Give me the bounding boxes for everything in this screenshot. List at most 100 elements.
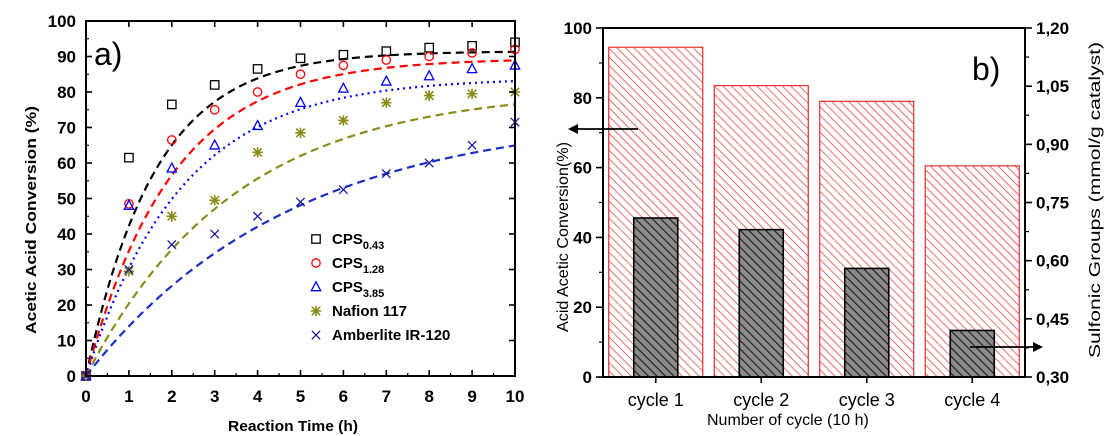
y-tick-label: 10: [57, 332, 76, 351]
data-point: [424, 42, 435, 53]
data-point: [466, 88, 478, 99]
data-point: [294, 96, 307, 107]
data-point: [166, 99, 177, 110]
data-point: [166, 211, 177, 222]
y-tick-labels: 0 10 20 30 40 50 60 70 80 90 100: [48, 12, 76, 386]
legend-marker: [311, 234, 321, 244]
x-tick-label: 6: [339, 387, 348, 406]
fit-curve-1: [84, 59, 516, 377]
data-markers: [80, 37, 521, 382]
x-tick-label: 3: [210, 387, 219, 406]
legend-marker: [310, 305, 322, 317]
axis-ticks: [85, 20, 516, 377]
panel-label-b: b): [972, 51, 1000, 87]
y-tick-label: 40: [573, 228, 592, 247]
y-tick-label: 0: [67, 367, 76, 386]
legend-label: CPS0.43: [332, 231, 384, 252]
x-tick-label: 1: [124, 387, 133, 406]
data-point: [295, 197, 306, 207]
data-point: [295, 69, 306, 80]
data-point: [424, 51, 435, 62]
arrow-left-axis: [568, 124, 638, 134]
panel-a: 0 1 2 3 4 5 6 7 8 9 10 0 10 20 30 40 50 60 70 80 90 100 Reac…: [23, 12, 524, 435]
data-point: [467, 48, 477, 58]
data-point: [167, 239, 177, 250]
y2-tick-label: 0,45: [1036, 310, 1069, 329]
y-tick-label: 80: [573, 89, 592, 108]
data-point: [295, 127, 306, 139]
data-point: [338, 184, 349, 195]
category-label: cycle 2: [733, 390, 789, 410]
y2-tick-label: 1,05: [1036, 77, 1069, 96]
fit-curve-4: [85, 144, 516, 377]
y-axis-label: Acetic Acid Conversion (%): [23, 106, 40, 334]
fit-curves: [84, 50, 516, 377]
fit-curve-0: [84, 50, 516, 377]
left-y-axis-label: Acid Acetic Conversion(%): [555, 142, 572, 332]
data-point: [166, 161, 178, 173]
category-labels: cycle 1 cycle 2 cycle 3 cycle 4: [628, 390, 1001, 410]
data-point: [252, 211, 263, 221]
panel-b: 0 20 40 60 80 100 0,30 0,45 0,60 0,75 0,90 1,05 1,2…: [555, 19, 1104, 429]
data-point: [423, 69, 435, 81]
right-y-tick-labels: 0,30 0,45 0,60 0,75 0,90 1,05 1,20: [1036, 19, 1069, 387]
data-point: [208, 138, 221, 150]
y-tick-label: 90: [57, 48, 76, 67]
data-point: [124, 152, 134, 163]
y-tick-label: 70: [57, 119, 76, 138]
data-point: [210, 229, 220, 239]
legend-marker: [311, 258, 321, 268]
x-tick-labels: 0 1 2 3 4 5 6 7 8 9 10: [81, 387, 524, 406]
x-tick-label: 2: [167, 387, 176, 406]
data-point: [424, 158, 434, 168]
data-point: [123, 199, 135, 210]
y-tick-label: 60: [573, 159, 592, 178]
y-tick-label: 60: [57, 154, 76, 173]
data-point: [295, 53, 306, 64]
data-point: [467, 41, 477, 51]
x-tick-label: 7: [382, 387, 391, 406]
y-tick-label: 30: [57, 261, 76, 280]
plot-frame: [85, 20, 516, 377]
x-axis-label: Reaction Time (h): [228, 418, 358, 435]
axis-ticks-b: [596, 27, 1032, 383]
data-point: [123, 266, 135, 277]
data-point: [381, 97, 392, 108]
panel-label-a: a): [94, 36, 122, 72]
x-tick-label: 0: [81, 387, 90, 406]
data-point: [466, 62, 478, 74]
arrow-right-axis: [970, 342, 1043, 352]
legend-label: Amberlite IR-120: [332, 327, 450, 344]
data-point: [251, 119, 264, 131]
y-tick-label: 20: [573, 298, 592, 317]
sulfonic-bar: [949, 329, 996, 378]
data-point: [252, 87, 263, 97]
left-y-tick-labels: 0 20 40 60 80 100: [564, 19, 592, 387]
y2-tick-label: 0,30: [1036, 368, 1069, 387]
data-point: [209, 195, 220, 206]
x-tick-label: 9: [467, 387, 476, 406]
legend-label: CPS1.28: [332, 255, 384, 276]
sulfonic-bar: [632, 217, 679, 378]
y2-tick-label: 0,90: [1036, 135, 1069, 154]
sulfonic-bar: [843, 267, 890, 378]
data-point: [252, 147, 263, 158]
y-tick-label: 20: [57, 296, 76, 315]
y2-tick-label: 0,60: [1036, 252, 1069, 271]
category-label: cycle 1: [628, 390, 684, 410]
data-point: [338, 49, 349, 60]
category-label: cycle 4: [944, 390, 1000, 410]
y-tick-label: 50: [57, 190, 76, 209]
legend: CPS0.43 CPS1.28 CPS3.85 Nafion 117 Amberlite…: [310, 231, 450, 344]
data-point: [381, 168, 391, 179]
y-tick-label: 40: [57, 225, 76, 244]
category-label: cycle 3: [839, 390, 895, 410]
data-point: [381, 55, 392, 65]
x-tick-label: 5: [296, 387, 305, 406]
data-point: [337, 81, 350, 93]
y-tick-label: 80: [57, 83, 76, 102]
y-tick-label: 0: [583, 368, 592, 387]
data-point: [209, 80, 220, 90]
y2-tick-label: 0,75: [1036, 194, 1069, 213]
